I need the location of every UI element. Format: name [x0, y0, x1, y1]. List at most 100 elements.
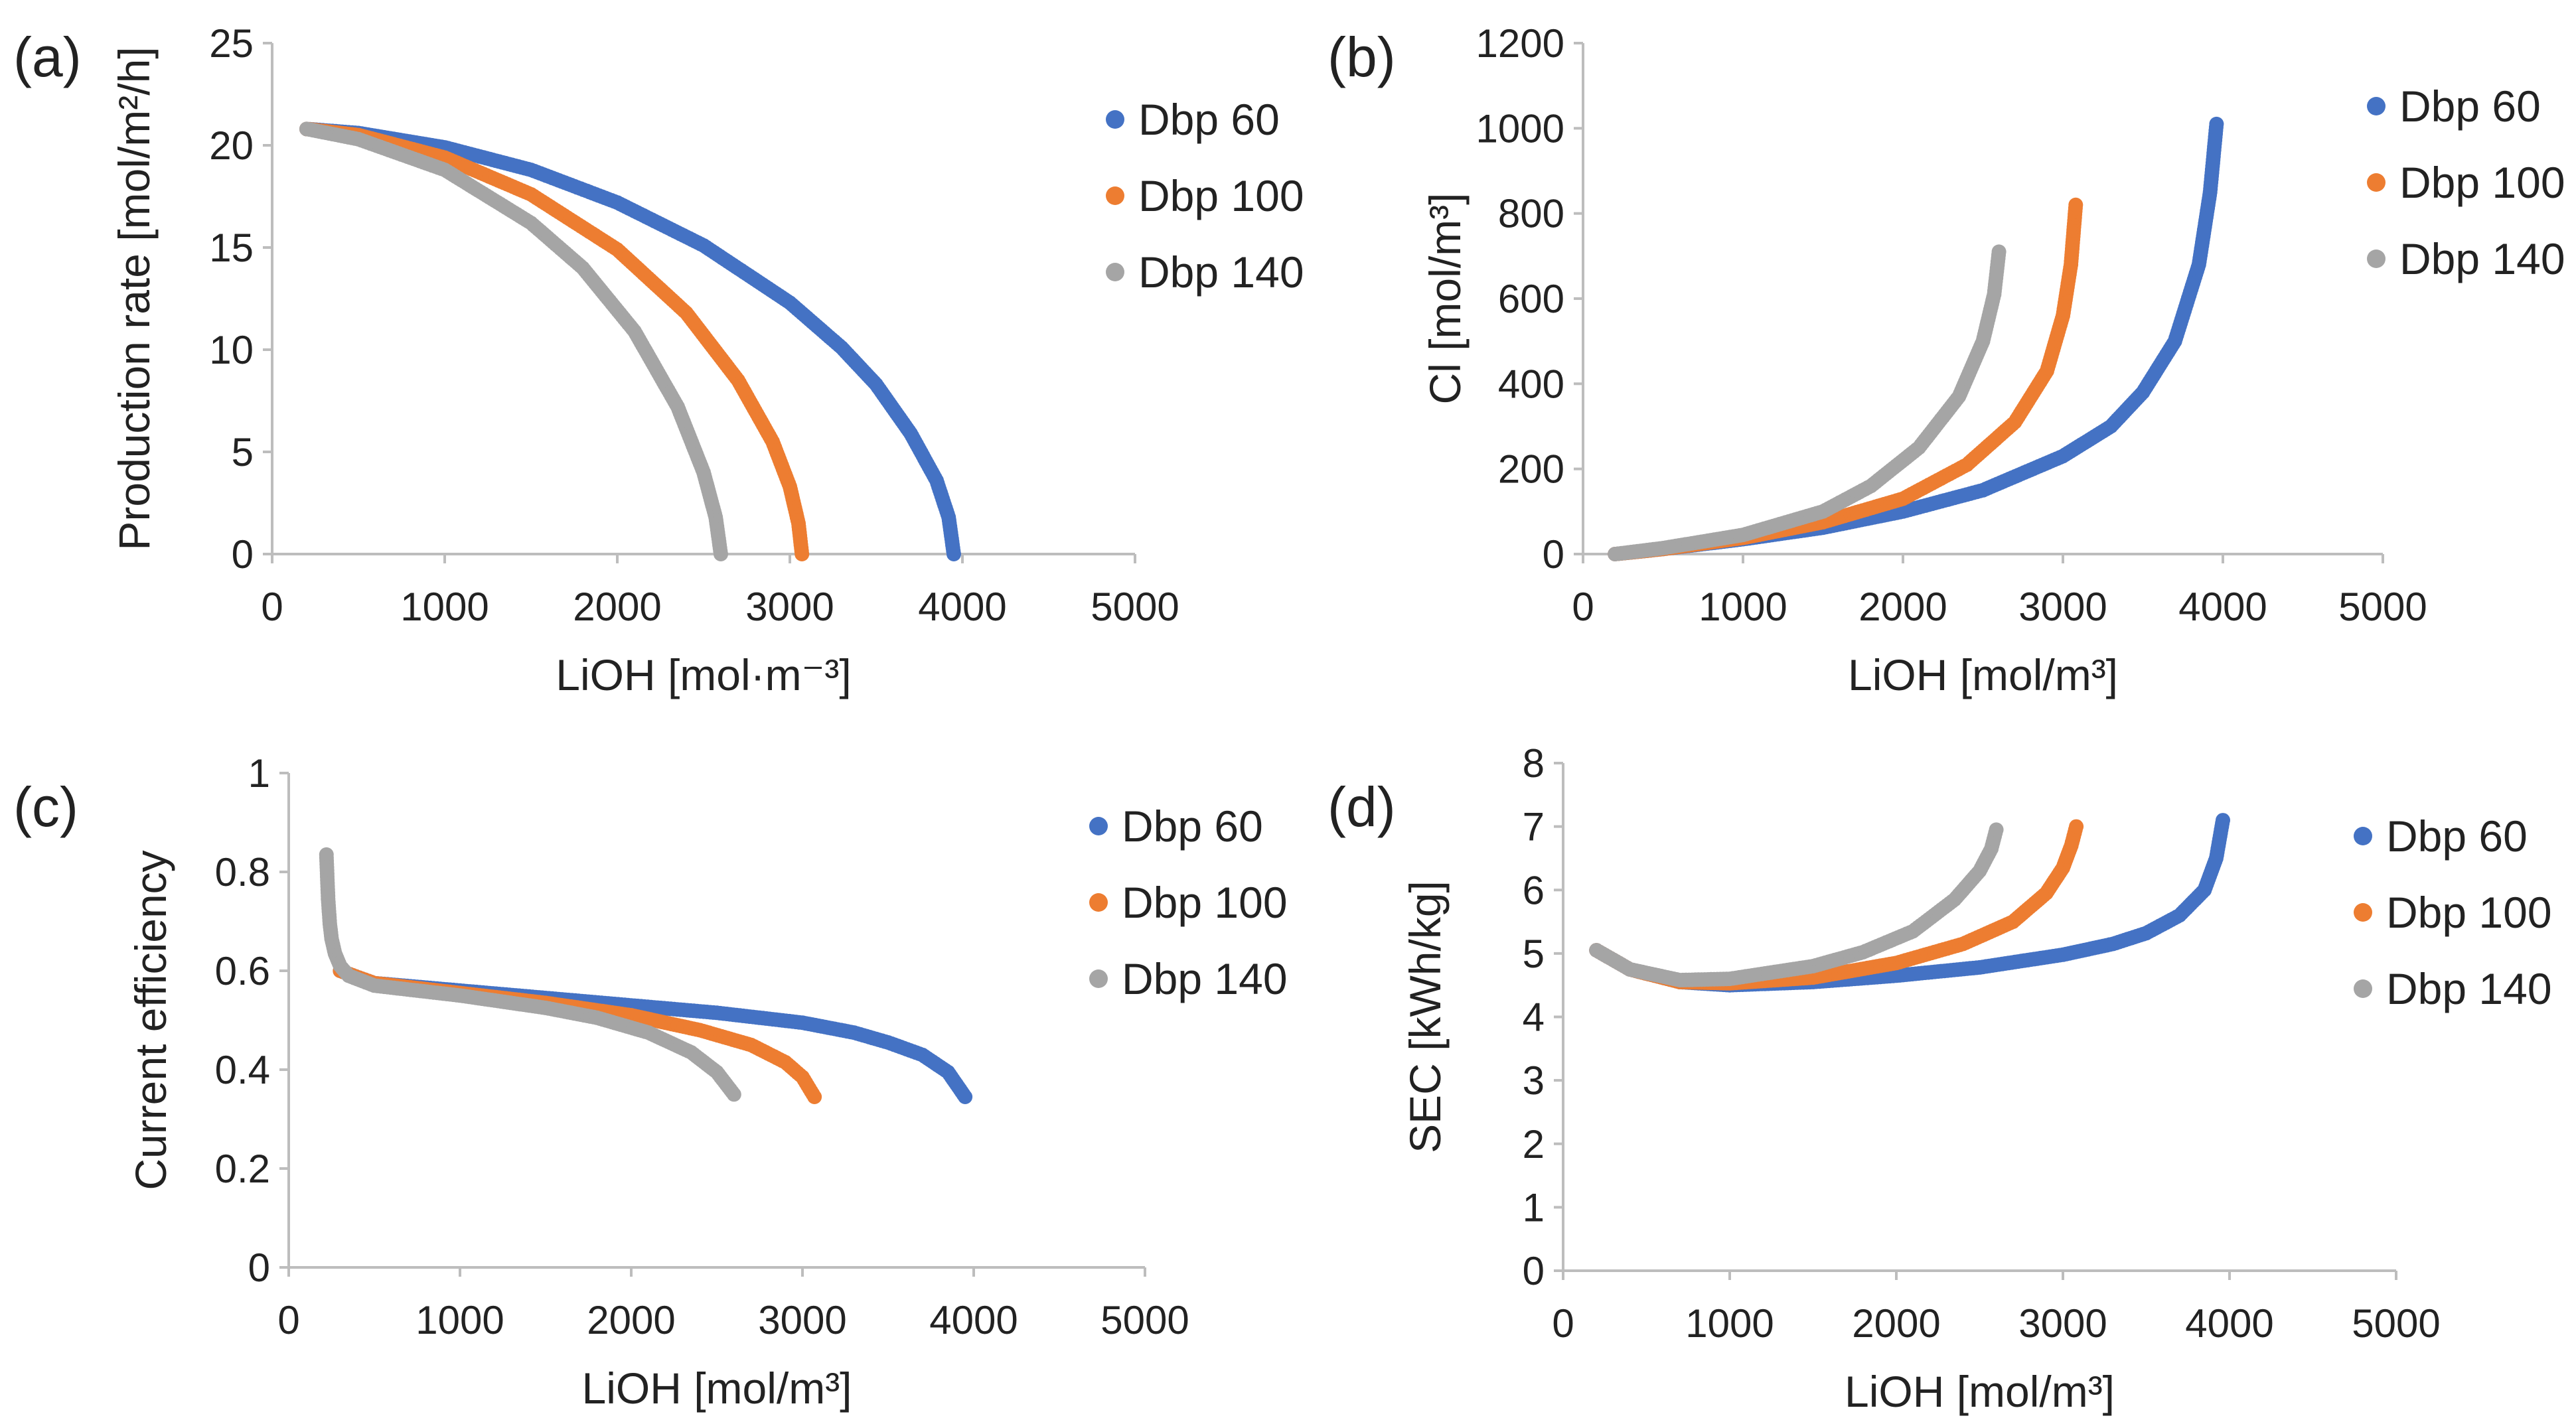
legend-marker — [1106, 186, 1124, 205]
y-tick-label: 0.4 — [215, 1048, 270, 1092]
legend-label: Dbp 60 — [2386, 812, 2528, 861]
y-tick-label: 1 — [248, 751, 270, 796]
data-point — [947, 547, 961, 561]
data-point — [795, 547, 810, 561]
x-tick-label: 3000 — [2018, 585, 2107, 629]
x-tick-label: 0 — [1552, 1301, 1574, 1346]
x-tick-label: 5000 — [1100, 1298, 1189, 1342]
x-tick-label: 2000 — [1858, 585, 1947, 629]
y-tick-label: 0 — [1543, 532, 1564, 577]
legend-marker — [1089, 893, 1108, 912]
x-tick-label: 3000 — [745, 585, 834, 629]
series-dbp-140 — [1589, 822, 2004, 987]
y-tick-label: 800 — [1498, 192, 1564, 236]
y-tick-label: 2 — [1523, 1122, 1545, 1167]
legend-label: Dbp 140 — [2386, 964, 2552, 1013]
legend-marker — [1106, 263, 1124, 281]
y-tick-label: 400 — [1498, 362, 1564, 406]
y-tick-label: 0 — [248, 1246, 270, 1290]
panel-label: (d) — [1327, 776, 1396, 838]
legend-label: Dbp 60 — [1122, 802, 1263, 851]
x-tick-label: 3000 — [2018, 1301, 2107, 1346]
legend-marker — [2354, 979, 2372, 998]
legend-marker — [2354, 827, 2372, 845]
y-tick-label: 1 — [1523, 1185, 1545, 1230]
y-tick-label: 600 — [1498, 277, 1564, 321]
legend-marker — [1089, 969, 1108, 988]
x-tick-label: 5000 — [2338, 585, 2427, 629]
x-tick-label: 4000 — [929, 1298, 1018, 1342]
y-axis-title: Production rate [mol/m²/h] — [110, 46, 159, 550]
x-tick-label: 1000 — [416, 1298, 504, 1342]
legend-label: Dbp 100 — [1122, 878, 1288, 927]
data-point — [807, 1090, 822, 1104]
x-tick-label: 5000 — [1091, 585, 1179, 629]
legend-marker — [1106, 110, 1124, 129]
y-tick-label: 7 — [1523, 805, 1545, 849]
y-axis-title: SEC [kWh/kg] — [1401, 881, 1450, 1153]
y-tick-label: 3 — [1523, 1058, 1545, 1103]
legend-label: Dbp 140 — [1138, 248, 1304, 297]
series-dbp-140 — [319, 847, 741, 1102]
y-tick-label: 1200 — [1476, 21, 1564, 66]
x-axis-title: LiOH [mol·m⁻³] — [556, 650, 852, 699]
data-point — [1989, 822, 2004, 837]
chart-panel-4: (d) 0 1 2 3 4 5 6 7 8 0 1000 2000 3000 4000 5000 LiOH [m… — [1327, 741, 2552, 1416]
legend-marker — [1089, 817, 1108, 835]
x-tick-label: 5000 — [2352, 1301, 2440, 1346]
y-tick-label: 5 — [1523, 932, 1545, 976]
legend-label: Dbp 140 — [2399, 234, 2565, 283]
data-point — [2216, 813, 2230, 828]
x-tick-label: 4000 — [2178, 585, 2267, 629]
y-tick-label: 200 — [1498, 447, 1564, 492]
chart-panel-3: (c) 0 0.2 0.4 0.6 0.8 1 0 1000 2000 3000 4000 5000 Li… — [13, 751, 1288, 1413]
x-tick-label: 1000 — [1699, 585, 1787, 629]
y-tick-label: 8 — [1523, 741, 1545, 786]
x-tick-label: 0 — [277, 1298, 299, 1342]
y-tick-label: 1000 — [1476, 106, 1564, 151]
x-tick-label: 4000 — [2185, 1301, 2273, 1346]
legend-label: Dbp 100 — [2386, 888, 2552, 937]
series-dbp-60 — [1589, 813, 2230, 993]
y-tick-label: 5 — [232, 430, 254, 474]
y-tick-label: 25 — [209, 21, 254, 66]
legend-marker — [2367, 249, 2386, 268]
x-tick-label: 4000 — [918, 585, 1006, 629]
legend-marker — [2367, 97, 2386, 115]
legend-label: Dbp 100 — [2399, 158, 2565, 207]
y-tick-label: 0 — [232, 532, 254, 577]
y-axis-title: Cl [mol/m³] — [1420, 193, 1470, 405]
series-dbp-100 — [299, 121, 810, 561]
chart-panel-1: (a) 0 5 10 15 20 25 0 1000 2000 3000 4000 5000 LiOH [… — [13, 21, 1304, 699]
y-tick-label: 15 — [209, 226, 254, 270]
data-point — [2068, 197, 2084, 212]
x-axis-title: LiOH [mol/m³] — [581, 1364, 852, 1413]
x-tick-label: 2000 — [1852, 1301, 1940, 1346]
series-dbp-60 — [299, 121, 961, 561]
legend-label: Dbp 60 — [1138, 95, 1280, 144]
x-tick-label: 1000 — [400, 585, 489, 629]
y-tick-label: 0.8 — [215, 850, 270, 894]
x-axis-title: LiOH [mol/m³] — [1845, 1367, 2115, 1416]
panel-label: (b) — [1327, 26, 1396, 88]
y-tick-label: 0.2 — [215, 1147, 270, 1191]
legend-marker — [2367, 173, 2386, 192]
data-point — [958, 1090, 973, 1104]
y-tick-label: 6 — [1523, 868, 1545, 912]
x-tick-label: 3000 — [758, 1298, 846, 1342]
panel-label: (c) — [13, 776, 78, 838]
x-tick-label: 2000 — [573, 585, 661, 629]
legend-marker — [2354, 903, 2372, 922]
data-point — [2209, 116, 2224, 131]
x-tick-label: 1000 — [1685, 1301, 1774, 1346]
data-point — [726, 1087, 741, 1102]
legend-label: Dbp 140 — [1122, 954, 1288, 1003]
y-tick-label: 10 — [209, 328, 254, 372]
data-point — [714, 547, 728, 561]
series-dbp-140 — [1608, 244, 2007, 561]
legend-label: Dbp 60 — [2399, 82, 2541, 131]
x-axis-title: LiOH [mol/m³] — [1848, 650, 2118, 699]
y-tick-label: 20 — [209, 123, 254, 168]
panel-label: (a) — [13, 26, 82, 88]
